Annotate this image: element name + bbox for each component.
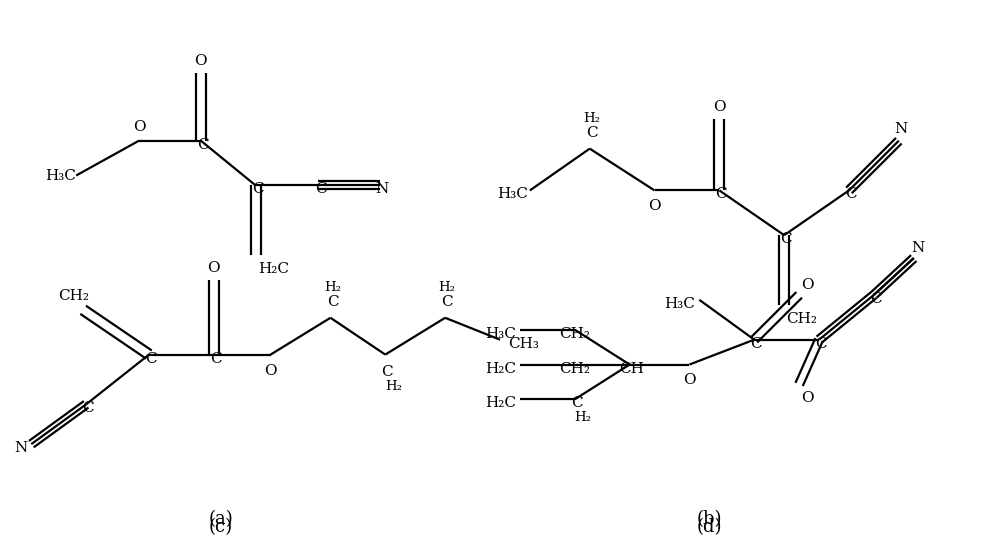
Text: C: C <box>815 336 827 351</box>
Text: C: C <box>145 352 157 366</box>
Text: N: N <box>376 182 388 196</box>
Text: C: C <box>441 295 453 309</box>
Text: C: C <box>750 336 762 351</box>
Text: O: O <box>800 278 813 292</box>
Text: N: N <box>14 441 27 455</box>
Text: H₂: H₂ <box>584 112 600 125</box>
Text: H₂: H₂ <box>385 380 402 393</box>
Text: C: C <box>197 138 209 152</box>
Text: O: O <box>207 261 220 275</box>
Text: H₂: H₂ <box>324 282 341 294</box>
Text: O: O <box>648 199 661 213</box>
Text: N: N <box>895 122 907 136</box>
Text: H₂C: H₂C <box>485 362 516 375</box>
Text: H₂C: H₂C <box>485 396 516 410</box>
Text: (a): (a) <box>208 510 233 528</box>
Text: H₃C: H₃C <box>45 168 77 182</box>
Text: O: O <box>264 363 277 378</box>
Text: CH₃: CH₃ <box>508 336 539 351</box>
Text: O: O <box>194 54 207 68</box>
Text: (b): (b) <box>697 510 722 528</box>
Text: O: O <box>800 391 813 406</box>
Text: C: C <box>210 352 222 366</box>
Text: C: C <box>870 292 882 306</box>
Text: C: C <box>571 396 583 410</box>
Text: C: C <box>82 401 94 415</box>
Text: C: C <box>846 187 856 202</box>
Text: H₃C: H₃C <box>664 297 696 311</box>
Text: H₂: H₂ <box>574 411 592 424</box>
Text: O: O <box>683 373 696 387</box>
Text: CH₂: CH₂ <box>559 327 591 341</box>
Text: N: N <box>911 241 924 255</box>
Text: H₃C: H₃C <box>485 327 516 341</box>
Text: O: O <box>713 100 726 114</box>
Text: CH₂: CH₂ <box>787 312 817 326</box>
Text: C: C <box>382 366 393 380</box>
Text: C: C <box>780 232 792 246</box>
Text: C: C <box>327 295 338 309</box>
Text: (d): (d) <box>697 518 722 536</box>
Text: CH₂: CH₂ <box>559 362 591 375</box>
Text: C: C <box>252 182 264 196</box>
Text: C: C <box>315 182 327 196</box>
Text: CH: CH <box>619 362 645 375</box>
Text: (c): (c) <box>209 518 232 536</box>
Text: H₂C: H₂C <box>258 262 289 276</box>
Text: O: O <box>132 120 145 134</box>
Text: C: C <box>586 125 597 140</box>
Text: H₃C: H₃C <box>497 187 528 202</box>
Text: CH₂: CH₂ <box>58 289 88 303</box>
Text: C: C <box>715 187 727 202</box>
Text: H₂: H₂ <box>439 282 455 294</box>
